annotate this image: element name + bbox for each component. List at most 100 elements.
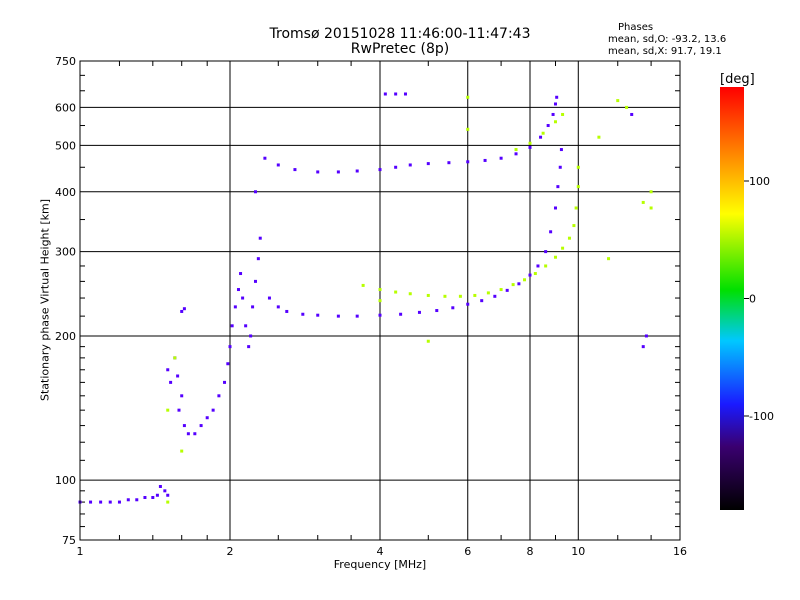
data-point-x [523,278,527,282]
data-point-o [177,408,181,412]
data-point-o [383,92,387,96]
data-point-x [649,190,653,194]
data-point-o [239,272,243,276]
data-point-x [166,408,170,412]
colorbar-ticks: 100 0 -100 [744,175,774,423]
data-point-o [253,279,257,283]
data-point-x [426,339,430,343]
phases-x-stats: mean, sd,X: 91.7, 19.1 [608,46,722,57]
colorbar-tick-label: -100 [749,410,774,423]
data-point-o [186,432,190,436]
data-point-o [528,145,532,149]
data-point-o [158,484,162,488]
data-point-o [553,102,557,106]
data-point-o [505,288,509,292]
data-point-x [514,148,518,152]
data-point-o [126,498,130,502]
data-point-o [89,500,93,504]
data-point-o [408,163,412,167]
data-point-o [514,152,518,156]
data-point-o [249,334,253,338]
colorbar [720,87,744,510]
data-point-o [630,112,634,116]
grid-lines [80,61,680,540]
data-point-o [493,294,497,298]
data-point-o [480,299,484,303]
data-point-o [180,309,184,313]
data-point-x [394,290,398,294]
data-point-o [536,264,540,268]
y-tick-label: 100 [55,474,76,487]
y-tick-label: 600 [55,101,76,114]
data-point-x [458,294,462,298]
data-point-o [336,170,340,174]
y-tick-label: 400 [55,186,76,199]
data-point-x [561,246,565,250]
x-tick-label: 2 [227,545,234,558]
data-point-o [403,92,407,96]
chart-subtitle: RwPretec (8p) [350,41,450,57]
data-point-o [258,236,262,240]
data-point-o [447,161,451,165]
data-point-o [151,495,155,499]
data-point-o [244,324,248,328]
data-point-o [233,305,237,309]
data-point-o [163,489,167,493]
data-point-o [180,394,184,398]
x-tick-label: 1 [77,545,84,558]
data-point-x [473,293,477,297]
data-point-o [166,493,170,497]
data-point-o [316,170,320,174]
data-point-o [182,307,186,311]
colorbar-unit: [deg] [720,72,755,87]
data-point-o [205,416,209,420]
data-point-o [301,312,305,316]
data-point-x [466,95,470,99]
data-point-x [597,135,601,139]
data-point-x [486,291,490,295]
data-point-x [541,131,545,135]
data-point-x [166,500,170,504]
data-point-x [544,264,548,268]
x-axis-label: Frequency [MHz] [333,558,427,571]
data-point-o [551,112,555,116]
data-point-x [361,283,365,287]
data-point-o [166,368,170,372]
phases-o-stats: mean, sd,O: -93.2, 13.6 [608,34,727,45]
data-point-o [417,310,421,314]
data-point-o [435,309,439,313]
x-tick-label: 10 [571,545,585,558]
data-point-x [553,120,557,124]
data-point-x [561,112,565,116]
data-point-o [135,498,139,502]
data-point-o [559,148,563,152]
data-point-x [553,255,557,259]
data-point-x [443,294,447,298]
colorbar-tick-label: 100 [749,175,770,188]
data-point-x [574,206,578,210]
data-point-o [169,380,173,384]
chart-title: Tromsø 20151028 11:46:00-11:47:43 [269,26,531,42]
data-point-x [616,99,620,103]
data-point-x [576,185,580,189]
data-point-x [649,206,653,210]
data-point-o [267,296,271,300]
data-point-o [211,408,215,412]
data-point-o [378,168,382,172]
data-point-o [253,190,257,194]
data-point-o [230,324,234,328]
data-point-o [236,288,240,292]
data-point-x [528,141,532,145]
data-point-o [644,334,648,338]
colorbar-tick-label: 0 [749,293,756,306]
data-point-o [355,314,359,318]
data-point-o [251,305,255,309]
y-tick-label: 300 [55,246,76,259]
data-point-x [533,272,537,276]
data-point-x [173,356,177,360]
x-tick-label: 16 [673,545,687,558]
data-point-o [316,313,320,317]
axis-ticks: 1 2 4 6 8 10 16 75 100 200 300 400 500 600 750 [55,55,687,558]
data-point-o [355,169,359,173]
